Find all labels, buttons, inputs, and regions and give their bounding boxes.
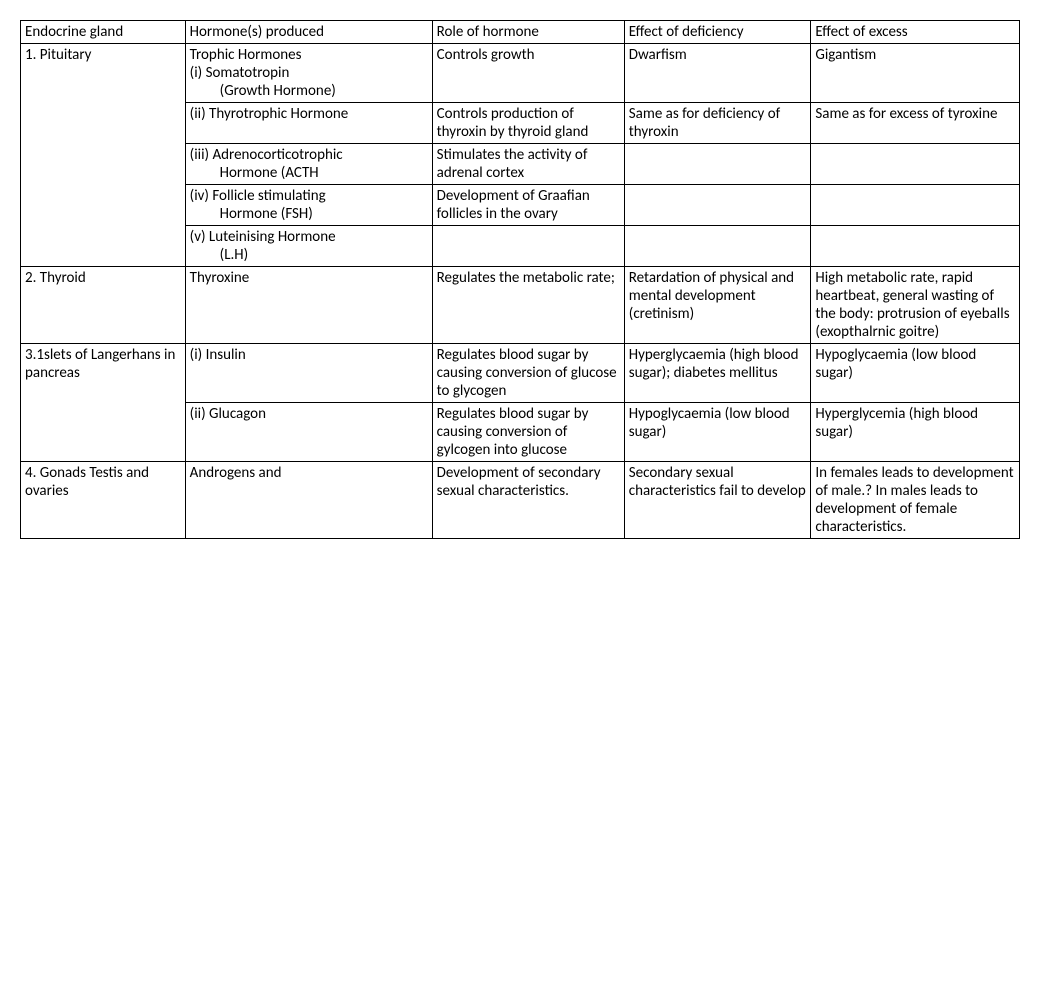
cell-deficiency bbox=[624, 144, 811, 185]
hormone-line2: Hormone (FSH) bbox=[190, 205, 428, 223]
cell-role: Stimulates the activity of adrenal corte… bbox=[432, 144, 624, 185]
cell-gland-pituitary: 1. Pituitary bbox=[21, 44, 186, 267]
cell-excess: High metabolic rate, rapid heartbeat, ge… bbox=[811, 267, 1020, 344]
table-header-row: Endocrine gland Hormone(s) produced Role… bbox=[21, 21, 1020, 44]
cell-deficiency bbox=[624, 185, 811, 226]
table-row: 3.1slets of Langerhans in pancreas (i) I… bbox=[21, 344, 1020, 403]
cell-hormone: (iii) Adrenocorticotrophic Hormone (ACTH bbox=[185, 144, 432, 185]
cell-hormone: Thyroxine bbox=[185, 267, 432, 344]
cell-excess bbox=[811, 144, 1020, 185]
cell-role: Development of Graafian follicles in the… bbox=[432, 185, 624, 226]
cell-deficiency: Secondary sexual characteristics fail to… bbox=[624, 462, 811, 539]
cell-excess bbox=[811, 185, 1020, 226]
cell-role bbox=[432, 226, 624, 267]
header-role-of-hormone: Role of hormone bbox=[432, 21, 624, 44]
cell-role: Regulates blood sugar by causing convers… bbox=[432, 344, 624, 403]
header-effect-of-deficiency: Effect of deficiency bbox=[624, 21, 811, 44]
cell-role: Regulates blood sugar by causing convers… bbox=[432, 403, 624, 462]
cell-gland-islets: 3.1slets of Langerhans in pancreas bbox=[21, 344, 186, 462]
hormone-line2: Hormone (ACTH bbox=[190, 164, 428, 182]
cell-role: Regulates the metabolic rate; bbox=[432, 267, 624, 344]
cell-excess: Hypoglycaemia (low blood sugar) bbox=[811, 344, 1020, 403]
cell-hormone: Trophic Hormones (i) Somatotropin (Growt… bbox=[185, 44, 432, 103]
hormone-line2: (L.H) bbox=[190, 246, 428, 264]
cell-deficiency: Same as for deficiency of thyroxin bbox=[624, 103, 811, 144]
header-hormones-produced: Hormone(s) produced bbox=[185, 21, 432, 44]
cell-deficiency: Hypoglycaemia (low blood sugar) bbox=[624, 403, 811, 462]
cell-role: Controls production of thyroxin by thyro… bbox=[432, 103, 624, 144]
hormone-line1: (iii) Adrenocorticotrophic bbox=[190, 146, 343, 164]
cell-hormone: (ii) Thyrotrophic Hormone bbox=[185, 103, 432, 144]
table-row: 2. Thyroid Thyroxine Regulates the metab… bbox=[21, 267, 1020, 344]
cell-gland-gonads: 4. Gonads Testis and ovaries bbox=[21, 462, 186, 539]
cell-excess: Same as for excess of tyroxine bbox=[811, 103, 1020, 144]
hormone-sub-line1: (i) Somatotropin bbox=[190, 64, 290, 82]
hormone-line1: (iv) Follicle stimulating bbox=[190, 187, 326, 205]
header-endocrine-gland: Endocrine gland bbox=[21, 21, 186, 44]
cell-role: Controls growth bbox=[432, 44, 624, 103]
cell-deficiency: Dwarfism bbox=[624, 44, 811, 103]
cell-deficiency: Hyperglycaemia (high blood sugar); diabe… bbox=[624, 344, 811, 403]
table-row: 1. Pituitary Trophic Hormones (i) Somato… bbox=[21, 44, 1020, 103]
header-effect-of-excess: Effect of excess bbox=[811, 21, 1020, 44]
cell-hormone: (iv) Follicle stimulating Hormone (FSH) bbox=[185, 185, 432, 226]
table-row: 4. Gonads Testis and ovaries Androgens a… bbox=[21, 462, 1020, 539]
cell-gland-thyroid: 2. Thyroid bbox=[21, 267, 186, 344]
cell-hormone: (i) Insulin bbox=[185, 344, 432, 403]
cell-excess: Hyperglycemia (high blood sugar) bbox=[811, 403, 1020, 462]
cell-hormone: (v) Luteinising Hormone (L.H) bbox=[185, 226, 432, 267]
endocrine-table: Endocrine gland Hormone(s) produced Role… bbox=[20, 20, 1020, 539]
cell-excess: Gigantism bbox=[811, 44, 1020, 103]
cell-hormone: (ii) Glucagon bbox=[185, 403, 432, 462]
hormone-main: Trophic Hormones bbox=[190, 46, 302, 64]
cell-excess: In females leads to development of male.… bbox=[811, 462, 1020, 539]
cell-hormone: Androgens and bbox=[185, 462, 432, 539]
hormone-sub-line2: (Growth Hormone) bbox=[190, 82, 428, 100]
hormone-line1: (v) Luteinising Hormone bbox=[190, 228, 336, 246]
cell-excess bbox=[811, 226, 1020, 267]
cell-deficiency: Retardation of physical and mental devel… bbox=[624, 267, 811, 344]
cell-role: Development of secondary sexual characte… bbox=[432, 462, 624, 539]
cell-deficiency bbox=[624, 226, 811, 267]
